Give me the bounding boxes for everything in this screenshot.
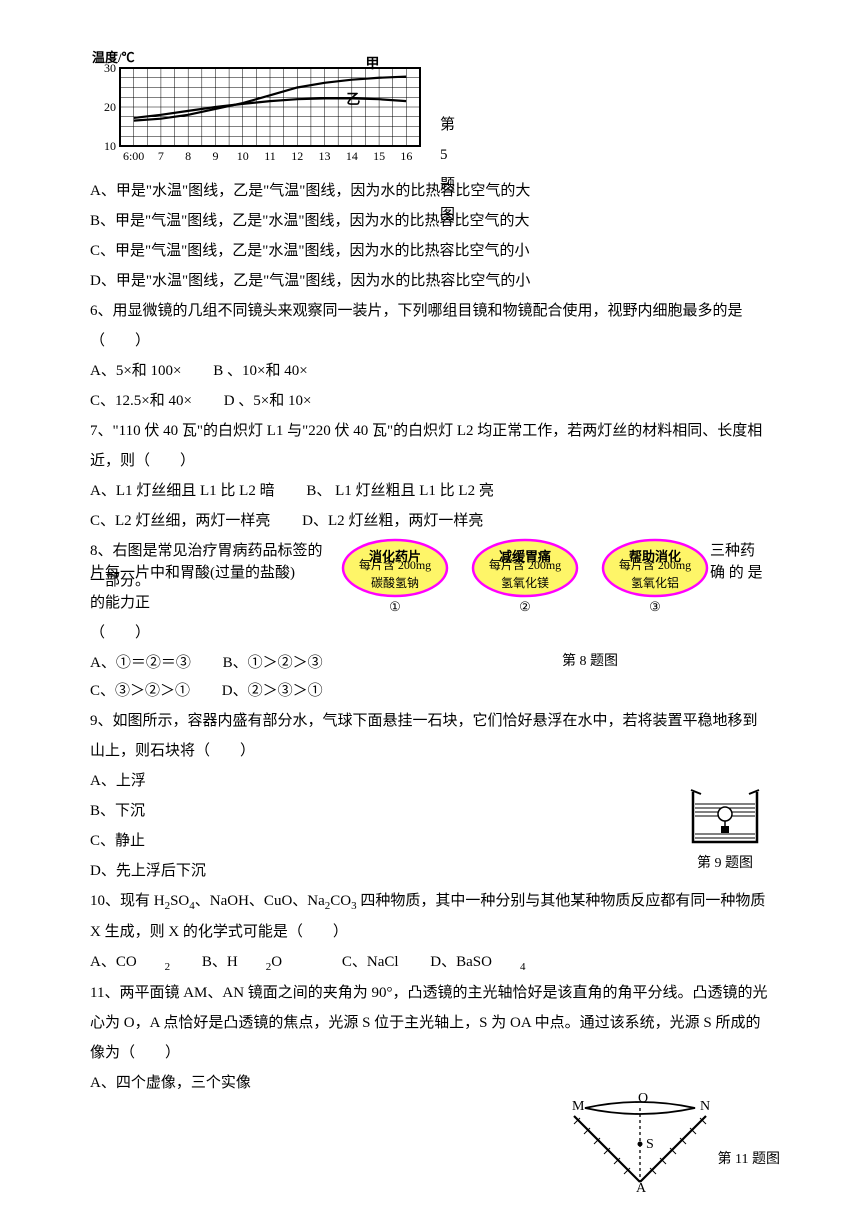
svg-text:20: 20 <box>104 100 116 114</box>
q5-option-d: D、甲是"水温"图线，乙是"气温"图线，因为水的比热容比空气的小 <box>90 266 770 296</box>
q8-line2-right: 确 的 是 <box>710 558 770 588</box>
q8-line3: （ ） <box>90 618 770 648</box>
svg-text:8: 8 <box>185 149 191 163</box>
curve-yi-label: 乙 <box>346 92 360 108</box>
svg-text:M: M <box>572 1099 585 1114</box>
svg-text:A: A <box>636 1181 647 1192</box>
q9-option-b: B、下沉 <box>90 796 770 826</box>
q8-option-a: A、①＝②＝③ <box>90 655 191 671</box>
svg-text:13: 13 <box>319 149 331 163</box>
q7-option-a: A、L1 灯丝细且 L1 比 L2 暗 <box>90 483 275 499</box>
svg-text:14: 14 <box>346 149 358 163</box>
q11-caption: 第 11 题图 <box>718 1146 780 1174</box>
curve-jia-label: 甲 <box>365 56 379 72</box>
svg-text:6:00: 6:00 <box>123 149 144 163</box>
q10-option-d: D、BaSO4 <box>430 954 525 970</box>
q6-option-a: A、5×和 100× <box>90 363 182 379</box>
q7-stem: 7、"110 伏 40 瓦"的白炽灯 L1 与"220 伏 40 瓦"的白炽灯 … <box>90 416 770 476</box>
svg-text:30: 30 <box>104 61 116 75</box>
q7-options-row1: A、L1 灯丝细且 L1 比 L2 暗 B、 L1 灯丝粗且 L1 比 L2 亮 <box>90 476 770 506</box>
svg-text:N: N <box>700 1099 710 1114</box>
q8-option-c: C、③＞②＞① <box>90 683 190 699</box>
q9-option-c: C、静止 <box>90 826 770 856</box>
q9-caption: 第 9 题图 <box>680 850 770 878</box>
q9-figure: 第 9 题图 <box>680 786 770 878</box>
q10-option-b: B、H2O <box>202 954 310 970</box>
q7-option-b: B、 L1 灯丝粗且 L1 比 L2 亮 <box>306 483 494 499</box>
svg-text:15: 15 <box>373 149 385 163</box>
svg-text:10: 10 <box>104 139 116 153</box>
q6-option-b: B 、10×和 40× <box>213 363 307 379</box>
q5-option-b: B、甲是"气温"图线，乙是"水温"图线，因为水的比热容比空气的大 <box>90 206 770 236</box>
q7-option-c: C、L2 灯丝细，两灯一样亮 <box>90 513 270 529</box>
q6-options-row2: C、12.5×和 40× D 、5×和 10× <box>90 386 770 416</box>
q11-figure: M O N S A 第 11 题图 <box>540 1092 770 1192</box>
q6-option-c: C、12.5×和 40× <box>90 393 192 409</box>
q10-option-c: C、NaCl <box>342 954 399 970</box>
q9-stem: 9、如图所示，容器内盛有部分水，气球下面悬挂一石块，它们恰好悬浮在水中，若将装置… <box>90 706 770 766</box>
svg-text:11: 11 <box>264 149 276 163</box>
q5-option-a: A、甲是"水温"图线，乙是"气温"图线，因为水的比热容比空气的大 <box>90 176 770 206</box>
svg-text:S: S <box>646 1137 654 1152</box>
q10-stem: 10、现有 H2SO4、NaOH、CuO、Na2CO3 四种物质，其中一种分别与… <box>90 886 770 947</box>
q8-caption: 第 8 题图 <box>410 648 770 676</box>
q7-option-d: D、L2 灯丝粗，两灯一样亮 <box>302 513 483 529</box>
svg-text:7: 7 <box>158 149 164 163</box>
medicine-pill: 帮助消化 每片含 200mg氢氧化铝 ③ <box>600 536 710 620</box>
q5-option-c: C、甲是"气温"图线，乙是"水温"图线，因为水的比热容比空气的小 <box>90 236 770 266</box>
q8-options-row2: C、③＞②＞① D、②＞③＞① <box>90 676 770 706</box>
q8-line2-left: 片每一片中和胃酸(过量的盐酸)的能力正 <box>90 558 308 618</box>
q6-option-d: D 、5×和 10× <box>224 393 312 409</box>
q8-option-d: D、②＞③＞① <box>222 683 323 699</box>
q9-option-a: A、上浮 <box>90 766 770 796</box>
svg-text:10: 10 <box>237 149 249 163</box>
q11-stem: 11、两平面镜 AM、AN 镜面之间的夹角为 90°，凸透镜的主光轴恰好是该直角… <box>90 978 770 1068</box>
q7-options-row2: C、L2 灯丝细，两灯一样亮 D、L2 灯丝粗，两灯一样亮 <box>90 506 770 536</box>
q9-option-d: D、先上浮后下沉 <box>90 856 770 886</box>
svg-text:16: 16 <box>400 149 412 163</box>
q6-stem: 6、用显微镜的几组不同镜头来观察同一装片，下列哪组目镜和物镜配合使用，视野内细胞… <box>90 296 770 356</box>
svg-text:O: O <box>638 1092 648 1106</box>
medicine-pill: 消化药片 每片含 200mg碳酸氢钠 ① <box>340 536 450 620</box>
q8-option-b: B、①＞②＞③ <box>223 655 323 671</box>
svg-text:9: 9 <box>212 149 218 163</box>
q6-options-row1: A、5×和 100× B 、10×和 40× <box>90 356 770 386</box>
q10-option-a: A、CO2 <box>90 954 170 970</box>
q8-pills: 消化药片 每片含 200mg碳酸氢钠 ① 减缓胃痛 每片含 200mg氢氧化镁 … <box>340 536 710 620</box>
svg-text:12: 12 <box>291 149 303 163</box>
q5-chart: 温度/℃ 甲 乙 102030 6:0078910111213141516 第 … <box>90 50 430 170</box>
medicine-pill: 减缓胃痛 每片含 200mg氢氧化镁 ② <box>470 536 580 620</box>
q5-caption: 第 5 题图 <box>440 110 455 230</box>
q10-options: A、CO2 B、H2O C、NaCl D、BaSO4 <box>90 947 770 978</box>
